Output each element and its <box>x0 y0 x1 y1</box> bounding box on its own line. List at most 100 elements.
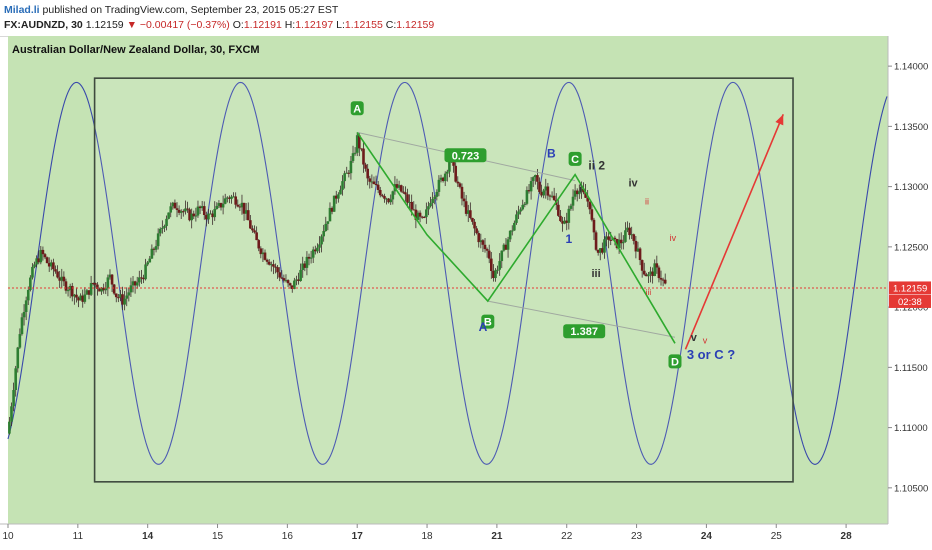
badge-label: B <box>484 317 492 329</box>
candle-body <box>173 202 177 209</box>
y-tick-label: 1.13000 <box>894 182 928 193</box>
candle-body <box>619 239 623 244</box>
x-tick-label: 17 <box>352 531 364 542</box>
candle-body <box>592 219 596 233</box>
candle-body <box>397 185 401 188</box>
badge-bg <box>444 148 487 163</box>
sine-wave-layer <box>7 81 888 465</box>
candle-body <box>332 195 336 212</box>
candle-body <box>282 278 286 281</box>
candle-body <box>104 288 108 291</box>
candle-body <box>31 266 34 278</box>
candle-body <box>119 294 122 298</box>
candle-body <box>156 233 160 247</box>
candle-body <box>142 277 145 280</box>
candle-body <box>408 201 411 203</box>
countdown-label: 02:38 <box>898 297 922 308</box>
candle-body <box>477 233 481 243</box>
candle-body <box>259 248 263 255</box>
candle-body <box>479 240 483 243</box>
candle-body <box>255 232 258 241</box>
candle-body <box>301 263 305 270</box>
candle-body <box>16 347 20 369</box>
candle-body <box>127 292 131 296</box>
candle-body <box>578 191 581 195</box>
candle-body <box>502 244 506 251</box>
candle-body <box>251 228 254 231</box>
candle-body <box>590 209 594 220</box>
candle-body <box>431 199 434 204</box>
candle-body <box>601 248 604 253</box>
candle-body <box>190 213 193 221</box>
candle-body <box>422 217 426 219</box>
price-axis[interactable]: 1.10500 1.11000 1.11500 1.12000 1.12500 1.130… <box>887 36 932 524</box>
candle-body <box>659 278 663 280</box>
candle-body <box>165 218 168 227</box>
candle-body <box>22 311 26 318</box>
candle-body <box>267 261 271 265</box>
candle-body <box>257 240 261 249</box>
plot-area[interactable] <box>8 36 888 524</box>
candle-body <box>630 234 633 236</box>
candle-body <box>490 258 493 272</box>
wave-label: ii 2 <box>588 159 605 173</box>
candle-body <box>45 257 49 264</box>
author-link[interactable]: Milad.li <box>4 4 40 16</box>
candle-body <box>448 161 451 172</box>
ohlc-line: FX:AUDNZD, 30 1.12159 ▼ −0.00417 (−0.37%… <box>4 19 434 31</box>
pattern-badge: D <box>668 354 682 369</box>
badge-bg <box>350 101 364 116</box>
x-tick-label: 24 <box>701 531 713 542</box>
candle-body <box>121 294 124 305</box>
candle-body <box>114 293 118 298</box>
wave-label: v <box>691 332 698 344</box>
candle-body <box>223 198 227 204</box>
candle-body <box>316 247 319 252</box>
candle-body <box>464 201 468 214</box>
symbol-label: FX:AUDNZD, 30 <box>4 19 83 31</box>
candle-body <box>68 285 72 291</box>
wave-label: i <box>579 184 582 196</box>
candle-body <box>567 208 571 223</box>
wave-label: iv <box>628 178 638 190</box>
candle-body <box>146 262 149 265</box>
candle-body <box>527 190 531 192</box>
candle-body <box>515 214 518 223</box>
wave-label: ii <box>645 197 649 207</box>
candle-body <box>244 210 248 214</box>
candle-body <box>234 196 237 205</box>
candle-body <box>177 209 181 213</box>
candle-body <box>626 227 629 231</box>
candle-body <box>52 262 55 270</box>
time-axis[interactable]: 10 11 14 15 16 17 18 21 22 23 24 25 28 <box>0 523 932 550</box>
candle-body <box>184 208 187 212</box>
pattern-badge: A <box>350 101 364 116</box>
candle-body <box>550 195 554 197</box>
candlestick-layer <box>8 132 667 435</box>
candle-body <box>326 221 330 224</box>
candle-body <box>169 206 173 213</box>
candle-body <box>324 223 328 232</box>
candle-body <box>274 266 277 268</box>
candle-body <box>504 244 508 250</box>
candle-body <box>280 277 284 279</box>
candle-body <box>171 202 175 207</box>
analysis-rectangle[interactable] <box>93 77 794 483</box>
candle-body <box>425 209 428 218</box>
candle-body <box>138 277 141 283</box>
x-tick-label: 21 <box>491 531 503 542</box>
candle-body <box>378 189 382 196</box>
candle-body <box>634 240 638 252</box>
candle-body <box>454 165 457 182</box>
candle-body <box>655 263 659 268</box>
wave-label: iii <box>591 268 600 280</box>
candle-body <box>372 181 376 184</box>
candle-body <box>242 202 246 214</box>
badge-bg <box>568 151 582 166</box>
arrowhead-icon <box>775 114 784 126</box>
candle-body <box>519 209 522 212</box>
candle-body <box>622 241 625 244</box>
close-label: C: <box>385 19 397 31</box>
